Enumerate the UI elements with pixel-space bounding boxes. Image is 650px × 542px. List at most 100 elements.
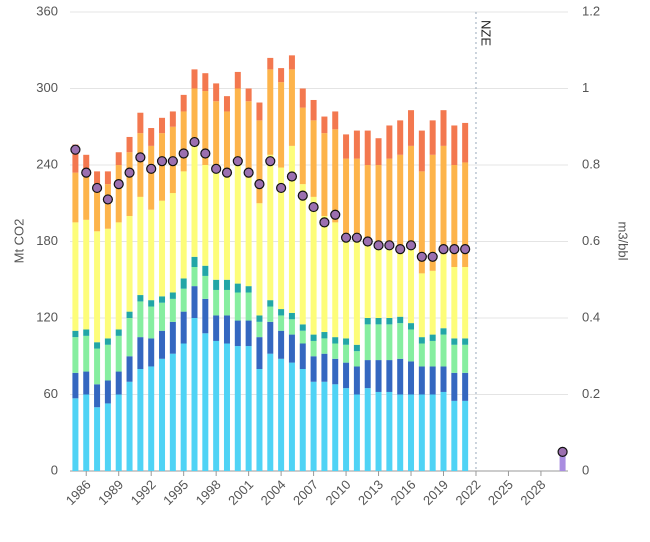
ratio-dot bbox=[351, 232, 362, 243]
x-tick-label: 2004 bbox=[258, 477, 289, 508]
bar-segment bbox=[451, 372, 458, 401]
bar-segment bbox=[451, 400, 458, 471]
bar-segment bbox=[94, 348, 101, 385]
x-tick-label: 1998 bbox=[193, 477, 224, 508]
bar-segment bbox=[202, 265, 209, 276]
bar-segment bbox=[115, 335, 122, 372]
bar-segment bbox=[180, 94, 187, 112]
bar-segment bbox=[299, 330, 306, 344]
bar-segment bbox=[94, 231, 101, 343]
bar-segment bbox=[299, 184, 306, 325]
bar-segment bbox=[418, 273, 425, 338]
bar-segment bbox=[83, 329, 90, 336]
bar-segment bbox=[245, 320, 252, 347]
bar-segment bbox=[462, 267, 469, 339]
bar-segment bbox=[440, 366, 447, 392]
bar-segment bbox=[234, 158, 241, 284]
bar-segment bbox=[104, 171, 111, 185]
bar-segment bbox=[451, 267, 458, 339]
bar-segment bbox=[451, 344, 458, 373]
bar-segment bbox=[115, 394, 122, 471]
ratio-dot bbox=[449, 244, 460, 255]
x-tick-label: 2010 bbox=[323, 477, 354, 508]
bar-segment bbox=[386, 391, 393, 471]
bar-segment bbox=[332, 337, 339, 344]
ratio-dot bbox=[200, 148, 211, 159]
bar-segment bbox=[159, 200, 166, 297]
ratio-dot bbox=[319, 217, 330, 228]
annotation-label: NZE bbox=[479, 20, 494, 46]
bar-segment bbox=[429, 270, 436, 335]
bar-segment bbox=[397, 358, 404, 395]
bar-segment bbox=[169, 298, 176, 322]
bar-segment bbox=[223, 289, 230, 316]
bar-segment bbox=[332, 358, 339, 385]
ratio-dot bbox=[70, 144, 81, 155]
bar-segment bbox=[191, 318, 198, 471]
bar-segment bbox=[137, 112, 144, 134]
bar-segment bbox=[408, 394, 415, 471]
bar-segment bbox=[213, 279, 220, 290]
bar-segment bbox=[245, 101, 252, 178]
bar-segment bbox=[115, 371, 122, 395]
bar-segment bbox=[310, 340, 317, 357]
bar-segment bbox=[278, 167, 285, 310]
bar-segment bbox=[418, 394, 425, 471]
bar-segment bbox=[353, 241, 360, 345]
y-axis-title: Mt CO2 bbox=[11, 219, 26, 264]
bar-segment bbox=[397, 316, 404, 324]
bar-segment bbox=[159, 117, 166, 134]
bar-segment bbox=[429, 120, 436, 155]
bar-segment bbox=[223, 175, 230, 280]
bar-segment bbox=[343, 344, 350, 363]
bar-segment bbox=[83, 170, 90, 220]
bar-segment bbox=[169, 321, 176, 354]
bar-segment bbox=[115, 152, 122, 165]
bar-segment bbox=[104, 184, 111, 229]
y2-axis-title: m3/bbl bbox=[616, 221, 631, 260]
y-tick-label: 120 bbox=[36, 309, 58, 324]
bar-segment bbox=[408, 110, 415, 146]
ratio-dot bbox=[405, 240, 417, 251]
bar-segment bbox=[418, 171, 425, 274]
bar-segment bbox=[256, 203, 263, 316]
bar-segment bbox=[180, 278, 187, 289]
x-tick-label: 2019 bbox=[420, 477, 451, 508]
bar-segment bbox=[104, 403, 111, 471]
ratio-dot bbox=[460, 244, 471, 255]
bar-segment bbox=[148, 306, 155, 339]
y2-tick-label: 1 bbox=[582, 80, 589, 95]
bar-segment bbox=[440, 254, 447, 329]
bar-segment bbox=[191, 69, 198, 89]
bar-segment bbox=[223, 279, 230, 290]
bar-segment bbox=[256, 321, 263, 338]
x-tick-label: 2007 bbox=[290, 477, 321, 508]
bar-segment bbox=[148, 338, 155, 367]
bar-segment bbox=[288, 362, 295, 471]
bar-segment bbox=[397, 246, 404, 317]
bar-segment bbox=[343, 362, 350, 389]
bar-segment bbox=[115, 329, 122, 336]
bar-segment bbox=[299, 88, 306, 108]
bar-segment bbox=[278, 358, 285, 471]
bar-segment bbox=[278, 68, 285, 83]
ratio-dot bbox=[167, 156, 178, 167]
bar-segment bbox=[202, 275, 209, 299]
bar-segment bbox=[440, 110, 447, 146]
ratio-dot bbox=[189, 136, 200, 148]
bar-segment bbox=[299, 107, 306, 185]
bar-segment bbox=[213, 167, 220, 280]
x-tick-label: 2013 bbox=[355, 477, 386, 508]
bar-segment bbox=[94, 171, 101, 185]
bar-segment bbox=[169, 193, 176, 293]
bar-segment bbox=[462, 122, 469, 163]
bar-segment bbox=[353, 344, 360, 352]
bar-segment bbox=[234, 292, 241, 321]
ratio-dot bbox=[265, 156, 276, 167]
bar-segment bbox=[267, 69, 274, 155]
bar-segment bbox=[180, 111, 187, 172]
bar-segment bbox=[288, 55, 295, 70]
ratio-dot bbox=[221, 167, 233, 178]
y2-tick-label: 0.6 bbox=[582, 233, 600, 248]
bar-segment bbox=[83, 371, 90, 395]
